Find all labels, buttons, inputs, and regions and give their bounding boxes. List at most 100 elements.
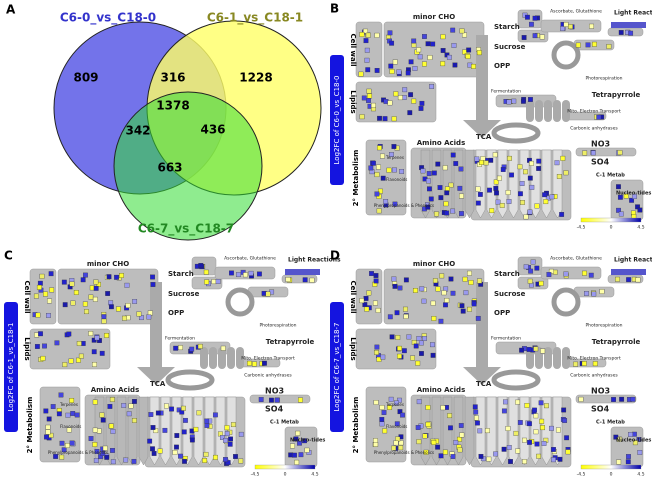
gene-square (497, 175, 502, 181)
gene-square (521, 98, 526, 104)
gene-square (628, 30, 634, 36)
mito-complex (553, 347, 561, 369)
gene-square (293, 436, 299, 442)
gene-square (38, 331, 43, 337)
gene-square (256, 271, 262, 277)
side-label: Log2FC of C6-7_vs_C18-7 (333, 323, 341, 412)
gene-square (416, 399, 422, 405)
side-label-bg (330, 302, 344, 432)
gene-square (238, 458, 244, 464)
gene-square (521, 35, 527, 40)
gene-square (396, 353, 402, 359)
gene-square (42, 343, 47, 349)
gene-square (529, 184, 535, 190)
gene-square (472, 404, 478, 410)
pathway-label: 4.5 (311, 472, 318, 478)
gene-square (442, 165, 448, 171)
gene-square (374, 68, 380, 73)
pathway-label: NO3 (591, 387, 610, 396)
gene-square (104, 332, 110, 338)
gene-square (615, 276, 620, 282)
gene-square (37, 280, 43, 286)
gene-square (92, 362, 97, 367)
gene-square (489, 208, 495, 214)
gene-square (619, 396, 625, 402)
panel-letter: A (6, 3, 16, 17)
gene-square (393, 91, 399, 97)
gene-square (64, 443, 70, 448)
gene-square (374, 32, 380, 38)
gene-square (197, 343, 203, 349)
gene-square (391, 144, 397, 149)
gene-square (416, 47, 422, 53)
gene-square (413, 343, 419, 349)
aa-column (215, 396, 226, 466)
gene-square (132, 299, 138, 304)
gene-square (443, 302, 448, 308)
gene-square (560, 26, 566, 32)
gene-square (294, 459, 300, 465)
gene-square (54, 340, 60, 346)
gene-square (412, 66, 418, 71)
pathway-label: Terpenes (59, 402, 78, 407)
gene-square (36, 284, 42, 290)
pathway-box (383, 268, 485, 325)
gene-square (453, 161, 459, 166)
pathway-label: Phenylpropanoids & Phenolics (374, 203, 434, 208)
gene-square (380, 175, 386, 181)
gene-square (628, 432, 633, 437)
gene-square (453, 440, 459, 445)
gene-square (379, 405, 385, 410)
gene-square (45, 424, 51, 430)
gene-square (364, 47, 370, 53)
gene-square (387, 314, 393, 320)
gene-square (411, 98, 417, 104)
gene-square (466, 47, 472, 53)
gene-square (248, 270, 254, 276)
gene-square (415, 425, 421, 430)
pathway-label: -4.5 (251, 472, 260, 478)
gene-square (304, 447, 310, 453)
gene-square (100, 451, 106, 456)
gene-square (359, 114, 365, 120)
panel-letter: C (4, 249, 13, 263)
gene-square (108, 423, 114, 429)
region-count: 342 (125, 124, 150, 138)
pathway-box (355, 81, 437, 123)
side-label: Log2FC of C6-0_vs_C18-0 (333, 76, 341, 165)
gene-square (443, 201, 449, 207)
pathway-label: minor CHO (413, 13, 455, 21)
gene-square (258, 397, 264, 402)
gene-square (43, 408, 49, 414)
pathway-label: Fermentation (491, 336, 521, 342)
pathway-label: NO3 (265, 387, 284, 396)
gene-square (193, 426, 199, 432)
gene-square (182, 458, 187, 464)
gene-square (439, 273, 445, 279)
pathway-label: Terpenes (385, 402, 404, 407)
gene-square (422, 61, 427, 67)
gene-square (181, 429, 187, 435)
venn-panel: A C6-0_vs_C18-0 C6-1_vs_C18-1 C6-7_vs_C1… (6, 3, 322, 241)
aa-column (420, 396, 431, 466)
gene-square (153, 428, 159, 434)
gene-square (505, 426, 511, 431)
mito-complex (535, 100, 543, 122)
gene-square (76, 357, 81, 363)
gene-square (147, 310, 153, 316)
gene-square (59, 454, 65, 460)
gene-square (35, 312, 41, 318)
gene-square (398, 445, 404, 451)
gene-square (493, 179, 499, 185)
gene-square (204, 279, 210, 285)
gene-square (361, 95, 367, 101)
gene-square (533, 429, 539, 435)
gene-square (544, 403, 549, 409)
gene-square (565, 449, 571, 455)
gene-square (585, 42, 591, 48)
pathway-label: TCA (476, 380, 492, 388)
gene-square (261, 290, 267, 296)
gene-square (110, 459, 116, 465)
aa-column (541, 396, 552, 466)
gene-square (527, 175, 533, 181)
